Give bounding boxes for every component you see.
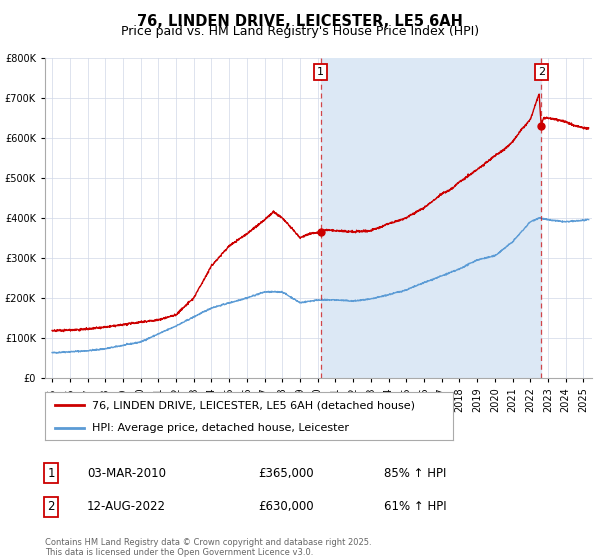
Text: 2: 2 (538, 67, 545, 77)
Text: 76, LINDEN DRIVE, LEICESTER, LE5 6AH: 76, LINDEN DRIVE, LEICESTER, LE5 6AH (137, 14, 463, 29)
Text: 1: 1 (47, 466, 55, 480)
Text: Contains HM Land Registry data © Crown copyright and database right 2025.
This d: Contains HM Land Registry data © Crown c… (45, 538, 371, 557)
Text: 1: 1 (317, 67, 324, 77)
Text: £365,000: £365,000 (258, 466, 314, 480)
Text: 61% ↑ HPI: 61% ↑ HPI (384, 500, 446, 514)
Text: 76, LINDEN DRIVE, LEICESTER, LE5 6AH (detached house): 76, LINDEN DRIVE, LEICESTER, LE5 6AH (de… (92, 400, 415, 410)
Text: 03-MAR-2010: 03-MAR-2010 (87, 466, 166, 480)
Text: HPI: Average price, detached house, Leicester: HPI: Average price, detached house, Leic… (92, 423, 349, 433)
Text: 12-AUG-2022: 12-AUG-2022 (87, 500, 166, 514)
Text: 85% ↑ HPI: 85% ↑ HPI (384, 466, 446, 480)
Text: 2: 2 (47, 500, 55, 514)
Bar (321, 58, 541, 378)
Text: £630,000: £630,000 (258, 500, 314, 514)
Text: Price paid vs. HM Land Registry's House Price Index (HPI): Price paid vs. HM Land Registry's House … (121, 25, 479, 38)
